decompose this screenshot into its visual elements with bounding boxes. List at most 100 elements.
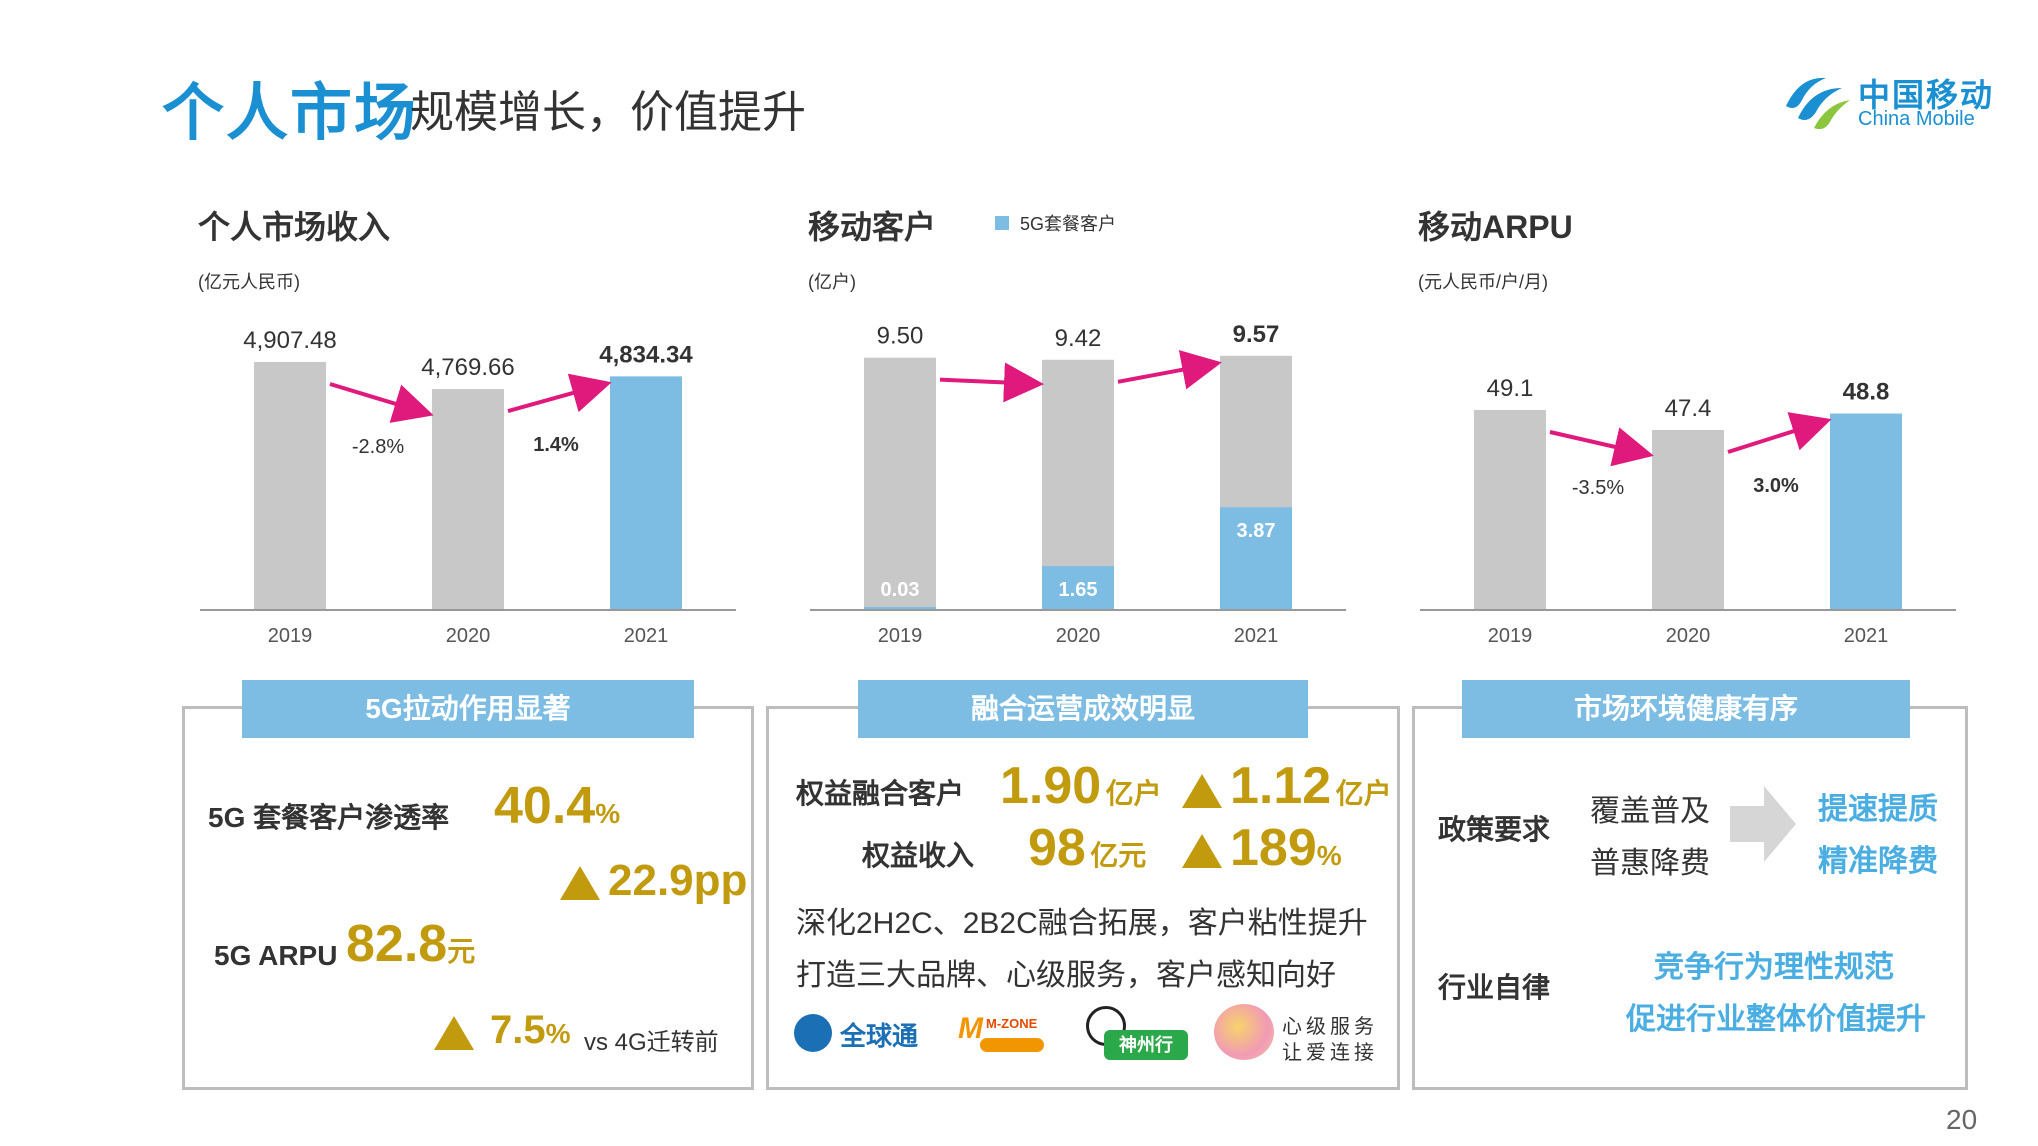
industry-label: 行业自律 (1438, 972, 1551, 1003)
5g-value-label-2020: 1.65 (1059, 579, 1098, 601)
policy-right-1: 提速提质 (1818, 793, 1938, 826)
mzone-brand-text: M-ZONE (986, 1016, 1038, 1031)
change-label-1: -2.8% (352, 436, 404, 458)
policy-left-1: 覆盖普及 (1590, 795, 1710, 828)
change-label-1: -3.5% (1572, 477, 1624, 499)
convergence-line-2: 打造三大品牌、心级服务，客户感知向好 (796, 959, 1336, 992)
mzone-brand-logo: M M-ZONE (958, 1008, 1054, 1060)
equity-customers-change: 1.12 (1230, 757, 1332, 815)
5g-arpu-label: 5G ARPU (214, 940, 338, 971)
5g-arpu-change-unit: % (545, 1018, 571, 1049)
tick-label-2019: 2019 (1488, 625, 1533, 647)
5g-arpu-note: vs 4G迁转前 (584, 1029, 719, 1056)
5g-arpu-unit: 元 (447, 936, 476, 967)
5g-value-label-2019: 0.03 (881, 579, 920, 601)
equity-customers-change-unit: 亿户 (1335, 778, 1392, 809)
tick-label-2020: 2020 (1666, 625, 1711, 647)
equity-customers-value-group: 1.90 亿户 (1000, 756, 1162, 816)
bar-2020 (432, 389, 504, 610)
5g-arpu-change: 7.5 (490, 1008, 546, 1052)
logo-text-cn: 中国移动 (1858, 77, 1995, 113)
revenue-chart-unit: (亿元人民币) (198, 272, 300, 292)
tick-label-2019: 2019 (268, 625, 313, 647)
bar-2021 (1830, 413, 1902, 610)
trend-arrow-2 (1117, 350, 1222, 390)
equity-revenue-label: 权益收入 (862, 840, 975, 871)
5g-penetration-change: 22.9pp (608, 856, 748, 905)
page-title: 个人市场 (162, 79, 419, 148)
bar-2020 (1652, 430, 1724, 610)
5g-penetration-unit: % (595, 798, 621, 829)
box-5g-header: 5G拉动作用显著 (242, 680, 694, 738)
heart-fingerprint-icon (1214, 1004, 1274, 1060)
tick-label-2019: 2019 (878, 625, 923, 647)
tick-label-2021: 2021 (1234, 625, 1279, 647)
customers-chart-unit: (亿户) (808, 272, 856, 292)
equity-customers-label: 权益融合客户 (796, 778, 965, 809)
equity-customers-change-group: 1.12 亿户 (1230, 756, 1392, 816)
logo-text-en: China Mobile (1858, 108, 1975, 130)
bar-2019 (1474, 410, 1546, 610)
up-triangle-icon (434, 1016, 474, 1050)
5g-arpu-value: 82.8 (346, 915, 448, 973)
tick-label-2020: 2020 (1056, 625, 1101, 647)
revenue-chart: 4,907.48 2019 4,769.66 2020 4,834.34 2021 -2.8… (200, 327, 736, 647)
equity-revenue-change-group: 189% (1230, 818, 1342, 878)
arpu-chart: 49.1 2019 47.4 2020 48.8 2021 -3.5% 3.0% (1420, 375, 1956, 647)
change-label-2: 3.0% (1753, 475, 1799, 497)
global-brand-text: 全球通 (840, 1021, 919, 1051)
page-number: 20 (1946, 1104, 1978, 1135)
customers-chart-title: 移动客户 (808, 209, 937, 245)
value-label-2021: 9.57 (1233, 321, 1280, 348)
equity-revenue-unit: 亿元 (1090, 840, 1147, 871)
bar-2019 (254, 362, 326, 610)
equity-revenue-change-unit: % (1316, 840, 1342, 871)
5g-arpu-change-group: 7.5% (490, 1008, 571, 1053)
customers-chart: 9.50 2019 9.42 2020 9.57 2021 0.03 1.65 3.87 (810, 321, 1346, 647)
5g-penetration-value: 40.4 (494, 777, 596, 835)
policy-right-2: 精准降费 (1818, 845, 1938, 878)
tick-label-2020: 2020 (446, 625, 491, 647)
policy-left-2: 普惠降费 (1590, 847, 1710, 880)
value-label-2019: 4,907.48 (243, 327, 336, 354)
legend-swatch-5g (995, 216, 1009, 230)
shenzhouxing-brand-logo: 神州行 (1082, 1006, 1190, 1060)
up-triangle-icon (1182, 774, 1222, 808)
shenzhouxing-brand-text: 神州行 (1104, 1030, 1188, 1060)
china-mobile-logo-icon (1786, 77, 1850, 130)
bar-2021 (610, 376, 682, 610)
value-label-2021: 48.8 (1843, 379, 1890, 406)
legend-label-5g: 5G套餐客户 (1020, 214, 1117, 234)
equity-customers-unit: 亿户 (1105, 778, 1162, 809)
heart-slogan-text: 让爱连接 (1282, 1042, 1378, 1064)
bar-2019 (864, 357, 936, 610)
tick-label-2021: 2021 (1844, 625, 1889, 647)
5g-penetration-label: 5G 套餐客户渗透率 (208, 802, 450, 833)
industry-line-2: 促进行业整体价值提升 (1626, 1003, 1926, 1036)
tick-label-2021: 2021 (624, 625, 669, 647)
value-label-2020: 47.4 (1665, 395, 1712, 422)
arpu-chart-unit: (元人民币/户/月) (1418, 272, 1548, 292)
value-label-2020: 9.42 (1055, 325, 1102, 352)
box-market-header: 市场环境健康有序 (1462, 680, 1910, 738)
5g-bar-2021 (1220, 507, 1292, 610)
trend-arrow-2 (507, 373, 612, 413)
trend-arrow-1 (939, 362, 1044, 403)
equity-customers-value: 1.90 (1000, 757, 1102, 815)
global-brand-icon (794, 1014, 832, 1052)
change-label-2: 1.4% (533, 434, 579, 456)
value-label-2021: 4,834.34 (599, 341, 693, 368)
industry-line-1: 竞争行为理性规范 (1654, 951, 1894, 984)
revenue-chart-title: 个人市场收入 (198, 209, 391, 245)
5g-bar-2019 (864, 607, 936, 610)
convergence-line-1: 深化2H2C、2B2C融合拓展，客户粘性提升 (796, 907, 1368, 940)
value-label-2019: 49.1 (1487, 375, 1534, 402)
box-convergence-header: 融合运营成效明显 (858, 680, 1308, 738)
5g-penetration-value-group: 40.4% (494, 776, 620, 836)
equity-revenue-value-group: 98 亿元 (1028, 818, 1146, 878)
heart-service-text: 心级服务 (1282, 1016, 1378, 1038)
equity-revenue-value: 98 (1028, 819, 1086, 877)
arpu-chart-title: 移动ARPU (1418, 209, 1573, 245)
value-label-2019: 9.50 (877, 323, 924, 350)
5g-arpu-value-group: 82.8元 (346, 914, 475, 974)
